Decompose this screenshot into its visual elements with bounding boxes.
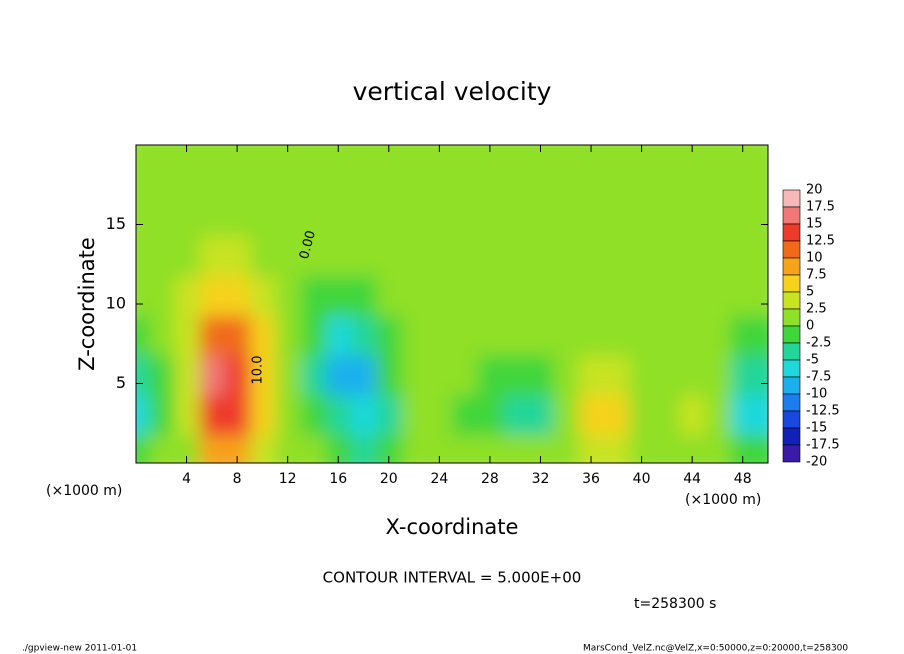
colorbar-box [782, 257, 801, 276]
x-unit: (×1000 m) [685, 492, 761, 508]
colorbar-label: -7.5 [806, 370, 831, 385]
colorbar-box [782, 189, 801, 208]
colorbar-label: 5 [806, 285, 814, 300]
colorbar-box [782, 240, 801, 259]
x-tick-label: 4 [182, 471, 191, 487]
colorbar-label: -15 [806, 421, 827, 436]
x-tick-label: 36 [582, 471, 600, 487]
y-tick-label: 15 [106, 214, 126, 233]
x-tick-label: 8 [233, 471, 242, 487]
colorbar-label: -5 [806, 353, 819, 368]
colorbar-label: 2.5 [806, 302, 827, 317]
colorbar-label: -10 [806, 387, 827, 402]
colorbar-box [782, 342, 801, 361]
x-tick-label: 32 [532, 471, 550, 487]
colorbar-label: 7.5 [806, 268, 827, 283]
contour-label: 10.0 [251, 356, 266, 385]
x-tick-label: 24 [430, 471, 448, 487]
colorbar-label: -12.5 [806, 404, 840, 419]
colorbar-box [782, 393, 801, 412]
x-tick-label: 44 [683, 471, 701, 487]
x-tick-label: 28 [481, 471, 499, 487]
y-tick-label: 10 [106, 294, 126, 313]
x-tick-label: 20 [380, 471, 398, 487]
contour-note: CONTOUR INTERVAL = 5.000E+00 [323, 569, 582, 587]
colorbar-box [782, 410, 801, 429]
colorbar-label: 20 [806, 183, 823, 198]
footer-right: MarsCond_VelZ.nc@VelZ,x=0:50000,z=0:2000… [583, 644, 848, 654]
footer-left: ./gpview-new 2011-01-01 [22, 644, 137, 654]
colorbar-box [782, 427, 801, 446]
y-unit: (×1000 m) [46, 483, 122, 499]
colorbar-box [782, 274, 801, 293]
colorbar-label: 15 [806, 217, 823, 232]
colorbar-label: 12.5 [806, 234, 835, 249]
colorbar-label: 10 [806, 251, 823, 266]
cells [136, 145, 768, 463]
colorbar-box [782, 359, 801, 378]
x-tick-label: 48 [734, 471, 752, 487]
colorbar-box [782, 223, 801, 242]
colorbar-box [782, 308, 801, 327]
colorbar-label: -2.5 [806, 336, 831, 351]
x-tick-label: 12 [279, 471, 297, 487]
x-axis-label: X-coordinate [386, 515, 519, 539]
y-axis-label: Z-coordinate [75, 237, 99, 371]
contour-label: 0.00 [297, 229, 319, 261]
colorbar-label: 17.5 [806, 200, 835, 215]
colorbar-label: 0 [806, 319, 814, 334]
time-note: t=258300 s [634, 596, 716, 612]
y-tick-label: 5 [116, 373, 126, 392]
colorbar-box [782, 206, 801, 225]
field [136, 145, 768, 463]
chart-title: vertical velocity [353, 77, 552, 106]
x-tick-label: 40 [633, 471, 651, 487]
x-tick-label: 16 [329, 471, 347, 487]
colorbar-box [782, 444, 801, 463]
colorbar-label: -17.5 [806, 438, 840, 453]
cell [730, 145, 768, 197]
colorbar-box [782, 291, 801, 310]
colorbar-box [782, 325, 801, 344]
colorbar-box [782, 376, 801, 395]
colorbar-label: -20 [806, 455, 827, 470]
